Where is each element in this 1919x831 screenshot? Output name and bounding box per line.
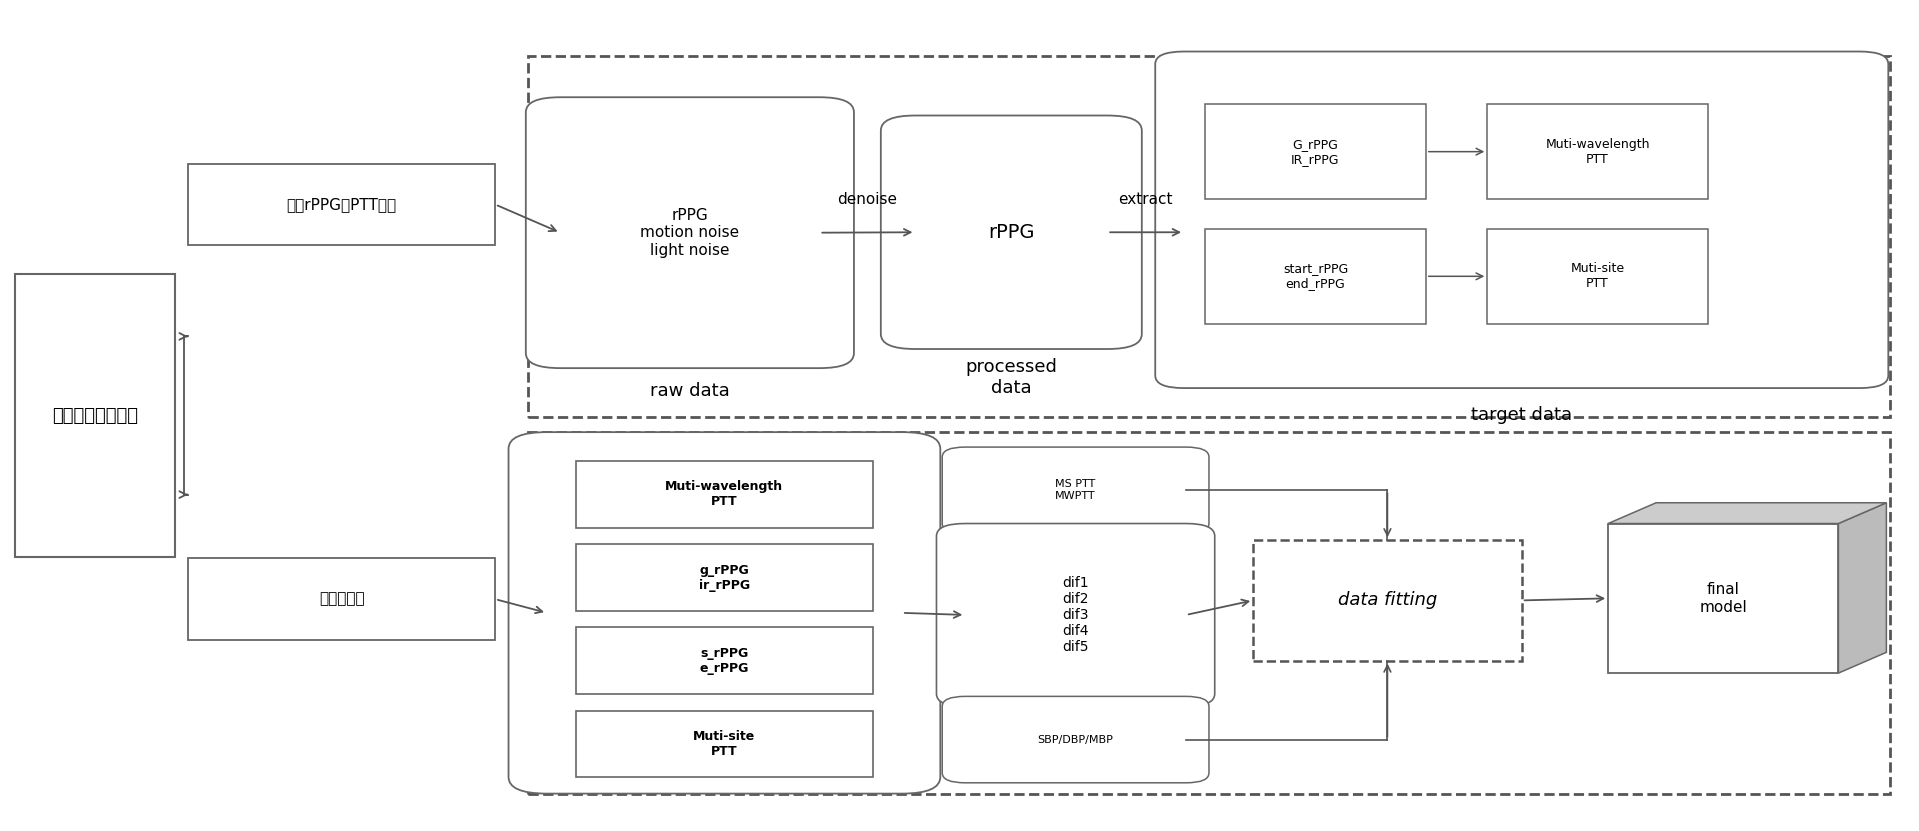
Text: 非接触式血压监测: 非接触式血压监测 — [52, 406, 138, 425]
Text: final
model: final model — [1700, 583, 1746, 614]
Bar — [1487, 229, 1708, 324]
FancyBboxPatch shape — [942, 447, 1209, 534]
Bar — [528, 56, 1890, 417]
Text: rPPG
motion noise
light noise: rPPG motion noise light noise — [641, 208, 739, 258]
Bar — [576, 461, 873, 528]
FancyBboxPatch shape — [1155, 52, 1888, 388]
Bar — [188, 558, 495, 640]
Text: Muti-site
PTT: Muti-site PTT — [1570, 263, 1625, 290]
Text: G_rPPG
IR_rPPG: G_rPPG IR_rPPG — [1291, 138, 1339, 165]
Bar — [1205, 229, 1426, 324]
Polygon shape — [1608, 503, 1886, 524]
FancyBboxPatch shape — [526, 97, 854, 368]
Bar — [576, 544, 873, 611]
Text: SBP/DBP/MBP: SBP/DBP/MBP — [1038, 735, 1113, 745]
Text: 基于rPPG的PTT提取: 基于rPPG的PTT提取 — [286, 197, 397, 212]
FancyBboxPatch shape — [881, 116, 1142, 349]
Text: extract: extract — [1119, 191, 1173, 207]
Text: target data: target data — [1472, 406, 1572, 425]
Bar — [15, 274, 175, 557]
Text: Muti-site
PTT: Muti-site PTT — [693, 730, 756, 758]
Text: MS PTT
MWPTT: MS PTT MWPTT — [1055, 479, 1096, 501]
Text: dif1
dif2
dif3
dif4
dif5: dif1 dif2 dif3 dif4 dif5 — [1063, 576, 1088, 654]
Text: Muti-wavelength
PTT: Muti-wavelength PTT — [1545, 138, 1650, 165]
Bar — [528, 432, 1890, 794]
Text: denoise: denoise — [837, 192, 898, 207]
Text: processed
data: processed data — [965, 358, 1057, 396]
FancyBboxPatch shape — [942, 696, 1209, 783]
Text: Muti-wavelength
PTT: Muti-wavelength PTT — [666, 480, 783, 509]
Bar — [188, 164, 495, 245]
Bar — [576, 627, 873, 694]
FancyBboxPatch shape — [936, 524, 1215, 706]
Bar — [576, 711, 873, 777]
Bar — [1253, 540, 1522, 661]
Text: raw data: raw data — [651, 381, 729, 400]
Text: g_rPPG
ir_rPPG: g_rPPG ir_rPPG — [699, 563, 750, 592]
Bar — [1205, 104, 1426, 199]
Text: s_rPPG
e_rPPG: s_rPPG e_rPPG — [700, 647, 748, 675]
Bar — [1608, 524, 1838, 673]
Text: rPPG: rPPG — [988, 223, 1034, 242]
Polygon shape — [1838, 503, 1886, 673]
Bar — [1487, 104, 1708, 199]
Text: data fitting: data fitting — [1338, 592, 1437, 609]
Text: start_rPPG
end_rPPG: start_rPPG end_rPPG — [1282, 263, 1349, 290]
Text: 多特征模型: 多特征模型 — [319, 592, 365, 607]
FancyBboxPatch shape — [509, 432, 940, 794]
